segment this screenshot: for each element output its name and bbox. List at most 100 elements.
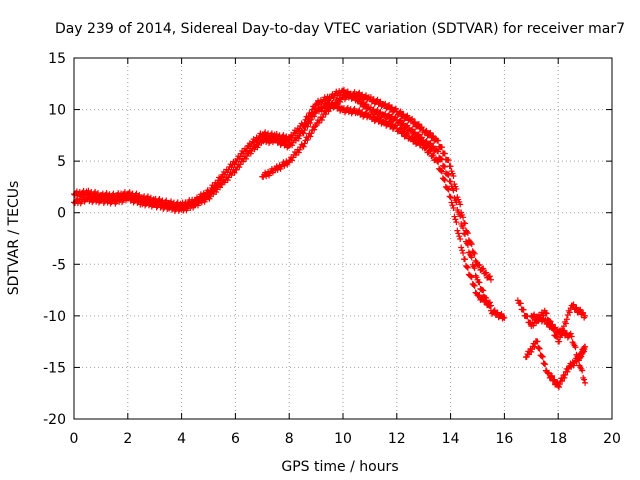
data-point (561, 374, 568, 381)
x-tick-label: 18 (549, 431, 567, 447)
data-point (404, 130, 411, 137)
data-point (471, 250, 478, 257)
data-point (392, 105, 399, 112)
data-point (567, 330, 574, 337)
data-point (243, 153, 250, 160)
data-marks (71, 86, 589, 391)
data-point (358, 99, 365, 106)
data-point (517, 300, 524, 307)
data-point (135, 198, 142, 205)
data-point (543, 310, 550, 317)
data-point (427, 147, 434, 154)
data-point (449, 202, 456, 209)
data-point (551, 325, 558, 332)
data-point (542, 316, 549, 323)
y-tick-label: 15 (48, 51, 66, 67)
data-point (556, 338, 563, 345)
data-point (462, 220, 469, 227)
data-point (476, 261, 483, 268)
data-point (301, 140, 308, 147)
data-point (403, 131, 410, 138)
x-axis-label: GPS time / hours (281, 459, 398, 475)
data-point (426, 141, 433, 148)
data-point (580, 309, 587, 316)
y-tick-label: -10 (43, 309, 66, 325)
data-point (486, 273, 493, 280)
data-point (412, 118, 419, 125)
data-point (411, 119, 418, 126)
data-point (486, 299, 493, 306)
axis-ticks: 0 2 4 6 8 10 12 14 16 18 20 15 10 5 0 -5 -10 -15 -20 (43, 51, 621, 447)
data-point (435, 159, 442, 166)
data-point (476, 292, 483, 299)
data-point (236, 164, 243, 171)
y-tick-label: 0 (57, 206, 66, 222)
data-point (435, 137, 442, 144)
data-point (487, 276, 494, 283)
data-point (445, 157, 452, 164)
data-point (363, 101, 370, 108)
data-point (311, 113, 318, 120)
data-point (423, 138, 430, 145)
data-point (242, 155, 249, 162)
data-point (441, 163, 448, 170)
data-point (451, 213, 458, 220)
data-point (556, 381, 563, 388)
data-point (577, 306, 584, 313)
data-point (550, 377, 557, 384)
data-point (548, 373, 555, 380)
data-point (441, 150, 448, 157)
data-point (322, 111, 329, 118)
data-point (441, 177, 448, 184)
x-tick-label: 10 (334, 431, 352, 447)
data-point (480, 265, 487, 272)
data-point (307, 133, 314, 140)
data-point (396, 126, 403, 133)
data-point (456, 233, 463, 240)
data-point (562, 371, 569, 378)
data-point (470, 249, 477, 256)
data-point (528, 348, 535, 355)
data-point (400, 120, 407, 127)
data-point (562, 320, 569, 327)
data-point (555, 384, 562, 391)
data-point (404, 122, 411, 129)
data-point (460, 214, 467, 221)
data-point (418, 124, 425, 131)
data-point (289, 142, 296, 149)
data-point (423, 144, 430, 151)
data-point (392, 122, 399, 129)
data-point (572, 305, 579, 312)
data-point (545, 369, 552, 376)
data-point (399, 121, 406, 128)
data-point (457, 201, 464, 208)
data-point (295, 135, 302, 142)
data-point (231, 169, 238, 176)
data-point (498, 310, 505, 317)
data-point (575, 355, 582, 362)
data-point (318, 117, 325, 124)
data-point (455, 230, 462, 237)
data-point (377, 108, 384, 115)
data-point (301, 127, 308, 134)
data-point (450, 187, 457, 194)
data-point (422, 128, 429, 135)
data-point (534, 338, 541, 345)
data-point (566, 309, 573, 316)
data-point (429, 133, 436, 140)
data-point (450, 172, 457, 179)
data-point (300, 130, 307, 137)
data-point (445, 186, 452, 193)
data-point (467, 239, 474, 246)
data-point (415, 121, 422, 128)
data-point (295, 149, 302, 156)
data-point (520, 306, 527, 313)
data-point (551, 376, 558, 383)
data-point (400, 128, 407, 135)
data-point (579, 367, 586, 374)
data-point (447, 194, 454, 201)
data-point (468, 254, 475, 261)
data-point (319, 114, 326, 121)
data-point (434, 158, 441, 165)
x-tick-label: 16 (495, 431, 513, 447)
